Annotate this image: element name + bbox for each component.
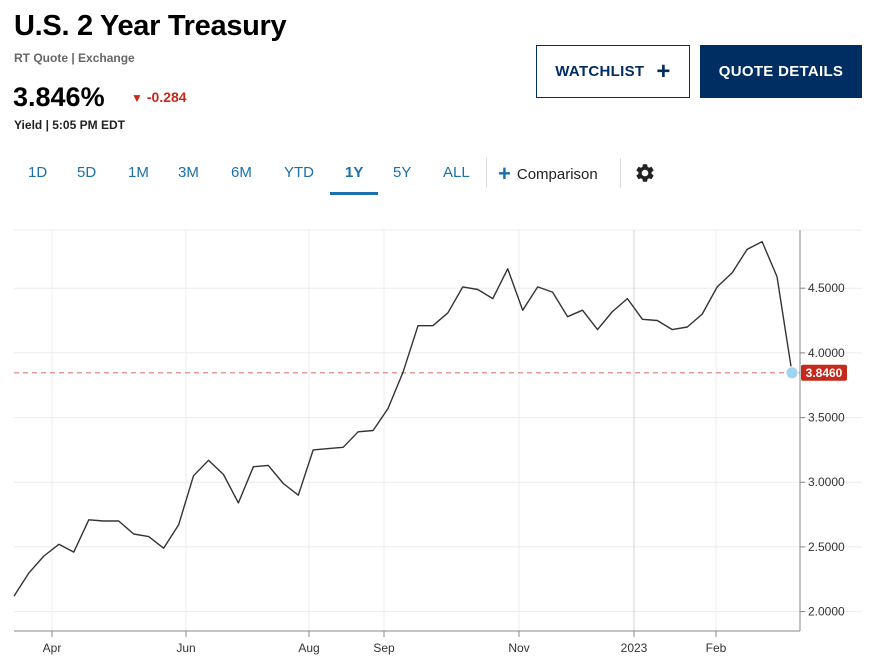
x-axis-labels: Apr Jun Aug Sep Nov 2023 Feb (43, 641, 727, 655)
x-tick-label: Sep (373, 641, 395, 655)
y-axis-labels: 2.0000 2.5000 3.0000 3.5000 4.0000 4.5000 (808, 281, 845, 618)
comparison-button[interactable]: + Comparison (498, 163, 598, 185)
chart-axes (14, 230, 805, 637)
x-tick-label: Nov (508, 641, 529, 655)
series-line (13, 240, 793, 597)
plus-icon: + (498, 161, 511, 186)
tab-all[interactable]: ALL (443, 164, 470, 181)
comparison-label: Comparison (516, 165, 598, 183)
tab-6m[interactable]: 6M (231, 164, 252, 181)
y-tick-label: 2.0000 (808, 605, 845, 619)
yield-change: ▼ -0.284 (131, 89, 187, 105)
watchlist-button[interactable]: WATCHLIST + (536, 45, 690, 98)
tab-5y[interactable]: 5Y (393, 164, 412, 181)
chart-plot (13, 240, 799, 597)
tab-3m[interactable]: 3M (178, 164, 199, 181)
current-value-badge (801, 364, 847, 381)
tab-1d[interactable]: 1D (28, 164, 48, 181)
current-value-label: 3.8460 (806, 366, 843, 380)
page-title: U.S. 2 Year Treasury (14, 10, 287, 42)
x-tick-label: Jun (176, 641, 195, 655)
chart-grid (14, 229, 862, 631)
tab-1y[interactable]: 1Y (345, 164, 364, 181)
tab-1m[interactable]: 1M (128, 164, 149, 181)
watchlist-label: WATCHLIST (555, 63, 645, 80)
x-tick-label: Aug (298, 641, 319, 655)
x-tick-label: 2023 (621, 641, 648, 655)
y-tick-label: 2.5000 (808, 540, 845, 554)
active-tab-indicator (330, 192, 378, 195)
tab-5d[interactable]: 5D (77, 164, 97, 181)
x-tick-label: Feb (706, 641, 727, 655)
yield-timestamp: Yield | 5:05 PM EDT (14, 118, 125, 132)
yield-chart: 3.8460 Apr Jun Aug Sep Nov 2023 Feb 2.0000 2.50… (13, 229, 862, 655)
y-tick-label: 3.0000 (808, 475, 845, 489)
y-tick-label: 3.5000 (808, 411, 845, 425)
quote-source: RT Quote | Exchange (14, 51, 135, 65)
triangle-down-icon: ▼ (131, 91, 143, 105)
tab-ytd[interactable]: YTD (284, 164, 314, 181)
current-value-reference: 3.8460 (14, 364, 847, 381)
time-range-tabs: 1D 5D 1M 3M 6M YTD 1Y 5Y ALL + Compariso… (0, 150, 700, 196)
yield-change-value: -0.284 (146, 89, 187, 105)
x-tick-label: Apr (43, 641, 62, 655)
current-value-marker (785, 366, 799, 380)
plus-icon: + (656, 57, 671, 85)
quote-details-button[interactable]: QUOTE DETAILS (700, 45, 862, 98)
y-tick-label: 4.5000 (808, 281, 845, 295)
tab-divider (486, 158, 487, 188)
y-tick-label: 4.0000 (808, 346, 845, 360)
current-yield: 3.846% (13, 82, 105, 112)
gear-icon[interactable] (634, 162, 656, 184)
tab-divider (620, 158, 621, 188)
